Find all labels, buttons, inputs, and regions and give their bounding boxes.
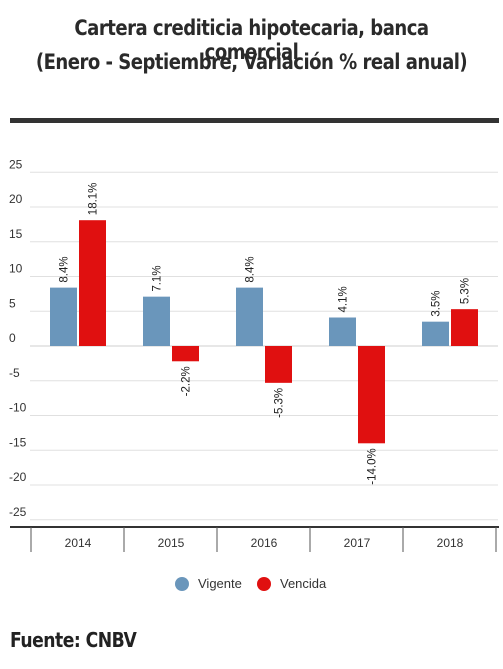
x-tick-label: 2015 [158, 536, 185, 550]
bar-vencida [265, 346, 292, 383]
bar-vencida [451, 309, 478, 346]
y-tick-label: 25 [9, 157, 23, 171]
source-note: Fuente: CNBV [10, 628, 137, 652]
legend-label-vigente: Vigente [198, 576, 242, 591]
data-label: -5.3% [274, 388, 286, 418]
y-tick-label: -25 [9, 505, 27, 519]
bar-vigente [329, 317, 356, 346]
legend: Vigente Vencida [0, 576, 503, 598]
bar-vencida [172, 346, 199, 362]
y-tick-label: 10 [9, 262, 23, 276]
x-tick-label: 2016 [251, 536, 278, 550]
data-label: 18.1% [88, 183, 100, 216]
x-tick-label: 2017 [344, 536, 371, 550]
legend-item-vencida[interactable]: Vencida [257, 576, 326, 591]
bar-vigente [422, 321, 449, 346]
bar-vigente [50, 287, 77, 346]
x-tick-label: 2018 [437, 536, 464, 550]
bar-vencida [358, 346, 385, 444]
y-tick-label: -5 [9, 366, 20, 380]
chart-title: Cartera crediticia hipotecaria, banca co… [74, 16, 429, 64]
bar-vigente [143, 296, 170, 346]
data-label: 8.4% [245, 256, 257, 282]
chart-subtitle: (Enero - Septiembre, Variación % real an… [35, 50, 468, 74]
x-tick-label: 2014 [65, 536, 92, 550]
bar-vencida [79, 220, 106, 346]
y-tick-label: 15 [9, 227, 23, 241]
y-tick-label: -10 [9, 401, 27, 415]
legend-marker-vigente [175, 576, 189, 591]
legend-label-vencida: Vencida [280, 576, 327, 591]
data-label: 5.3% [460, 278, 472, 304]
data-label: 7.1% [152, 265, 164, 291]
data-label: -2.2% [181, 366, 193, 396]
legend-marker-vencida [257, 576, 271, 591]
legend-item-vigente[interactable]: Vigente [175, 576, 242, 591]
y-tick-label: -20 [9, 470, 27, 484]
y-tick-label: 5 [9, 296, 16, 310]
data-label: 3.5% [431, 290, 443, 316]
y-tick-label: 20 [9, 192, 23, 206]
bar-vigente [236, 287, 263, 346]
data-label: -14.0% [367, 448, 379, 484]
y-tick-label: -15 [9, 435, 27, 449]
header-divider [10, 118, 499, 123]
data-label: 4.1% [338, 286, 350, 312]
y-tick-label: 0 [9, 331, 16, 345]
data-label: 8.4% [59, 256, 71, 282]
